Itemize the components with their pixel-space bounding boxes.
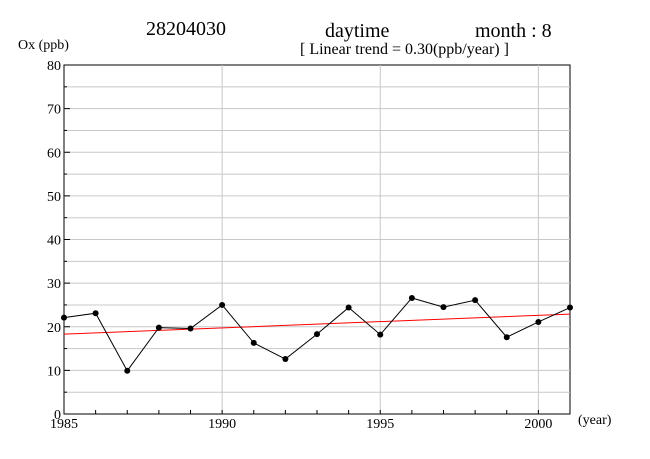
y-tick-label: 10 <box>47 364 61 379</box>
data-point <box>250 339 257 346</box>
data-point <box>440 304 447 311</box>
x-axis-label: (year) <box>578 413 612 428</box>
y-tick-label: 40 <box>47 234 61 249</box>
data-point <box>472 297 479 304</box>
y-axis-ticks: 0 10 20 30 40 50 60 70 80 <box>47 59 70 423</box>
y-tick-label: 70 <box>47 103 61 118</box>
data-point <box>503 334 510 341</box>
x-tick-label: 2000 <box>524 417 552 432</box>
x-axis-ticks: 1985 1990 1995 2000 <box>50 410 552 432</box>
data-point <box>155 324 162 331</box>
series-group <box>61 294 573 374</box>
data-point <box>124 367 131 374</box>
data-point <box>61 314 67 321</box>
period-label: daytime <box>325 20 390 42</box>
grid-lines <box>64 65 570 414</box>
data-point <box>567 304 573 311</box>
y-axis-label: Ox (ppb) <box>18 38 69 53</box>
data-point <box>345 304 352 311</box>
x-tick-label: 1990 <box>208 417 236 432</box>
data-point <box>377 331 384 338</box>
y-tick-label: 80 <box>47 59 61 74</box>
y-tick-label: 30 <box>47 277 61 292</box>
y-tick-label: 60 <box>47 146 61 161</box>
trend-group <box>63 313 571 335</box>
month-label: month : 8 <box>475 20 552 42</box>
y-tick-label: 20 <box>47 321 61 336</box>
trend-label: [ Linear trend = 0.30(ppb/year) ] <box>300 41 509 58</box>
data-point <box>535 318 542 325</box>
station-id: 28204030 <box>146 18 226 40</box>
data-point <box>282 356 289 363</box>
data-point <box>408 294 415 301</box>
y-tick-label: 0 <box>54 408 61 423</box>
trend-line <box>63 313 571 335</box>
x-tick-label: 1995 <box>366 417 394 432</box>
data-point <box>314 331 320 338</box>
y-tick-label: 50 <box>47 190 61 205</box>
x-tick-label: 1985 <box>50 417 78 432</box>
data-point <box>219 301 226 308</box>
data-point <box>92 310 99 317</box>
data-point <box>187 325 194 332</box>
